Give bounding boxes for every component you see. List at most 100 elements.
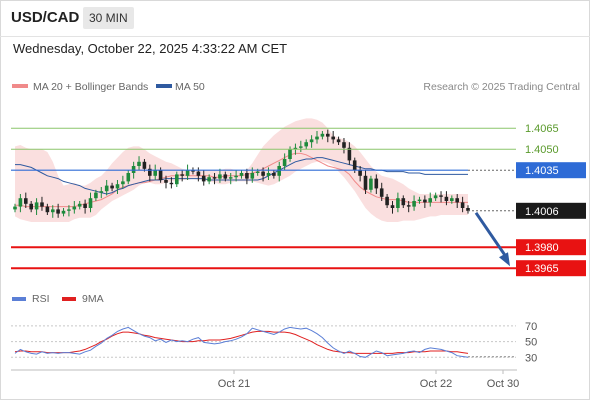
candle-body xyxy=(272,173,276,176)
candle-body xyxy=(315,136,319,140)
support-label: 1.3980 xyxy=(525,242,559,254)
candle xyxy=(428,192,432,207)
candle xyxy=(320,131,325,140)
candle-body xyxy=(83,203,87,208)
candle xyxy=(115,180,120,194)
symbol-title: USD/CAD xyxy=(11,9,80,26)
candle-body xyxy=(347,147,352,161)
bollinger-band xyxy=(15,118,468,222)
candle-body xyxy=(67,209,71,211)
candle-body xyxy=(201,175,206,182)
candle xyxy=(326,129,330,143)
candle xyxy=(444,191,449,206)
candle-body xyxy=(293,147,298,150)
candle-body xyxy=(126,173,131,182)
candle xyxy=(412,195,416,211)
candle xyxy=(358,166,362,182)
candle-body xyxy=(401,198,406,206)
ma20-legend-swatch xyxy=(12,84,28,88)
candle xyxy=(121,175,125,189)
candle-body xyxy=(369,178,373,190)
forecast-arrowhead xyxy=(499,252,510,267)
rsi-tick-label: 50 xyxy=(525,337,537,349)
price-levels: 1.4065 1.4050 1.4035 1.4006 1.3980 1.3965 xyxy=(11,123,586,277)
candle-body xyxy=(261,171,265,176)
last-price-tag xyxy=(516,202,586,219)
candle xyxy=(439,191,443,203)
candle-body xyxy=(444,196,449,201)
candle xyxy=(406,201,411,213)
candle-body xyxy=(455,198,459,203)
rsi-ma9-line xyxy=(14,330,469,354)
candle xyxy=(379,182,384,201)
candle-body xyxy=(51,209,55,213)
candle xyxy=(191,167,195,175)
candle-body xyxy=(299,146,303,148)
candle-body xyxy=(207,177,211,182)
candle xyxy=(385,194,389,208)
candle-body xyxy=(34,202,39,210)
support-tag xyxy=(516,260,586,277)
candle-body xyxy=(255,171,260,173)
candle xyxy=(390,201,395,214)
candle-body xyxy=(245,173,249,179)
candle-body xyxy=(277,166,281,176)
candle xyxy=(342,138,346,154)
candle xyxy=(24,192,28,208)
price-layer xyxy=(13,118,470,222)
x-tick-label: Oct 22 xyxy=(420,378,452,390)
candle-body xyxy=(185,170,190,176)
candle-body xyxy=(131,166,136,173)
candle xyxy=(460,196,465,213)
candle xyxy=(223,171,228,182)
candle-body xyxy=(153,170,157,176)
candle xyxy=(363,170,368,194)
candle xyxy=(77,201,82,210)
candle-body xyxy=(142,161,147,169)
candle-body xyxy=(121,181,125,185)
candle-body xyxy=(158,170,163,180)
ma20-legend-label: MA 20 + Bollinger Bands xyxy=(33,81,148,93)
candle xyxy=(126,170,131,185)
candle xyxy=(272,170,276,179)
timeframe-badge[interactable]: 30 MIN xyxy=(83,7,134,29)
candle-body xyxy=(417,199,422,201)
candle-body xyxy=(379,188,384,197)
candle-body xyxy=(363,175,368,190)
rsi-line xyxy=(14,326,469,358)
candle-body xyxy=(45,206,50,213)
candle xyxy=(245,168,249,185)
candle xyxy=(94,189,98,201)
candle-body xyxy=(412,201,416,207)
candle xyxy=(396,192,400,213)
candle xyxy=(67,205,71,217)
candle-body xyxy=(18,198,23,207)
candle xyxy=(185,164,190,180)
candle xyxy=(218,168,222,183)
candle xyxy=(374,174,379,194)
candle xyxy=(207,174,211,185)
candle-body xyxy=(304,142,308,147)
ma9-legend-label: 9MA xyxy=(82,293,104,305)
candle-body xyxy=(423,199,427,203)
candle-body xyxy=(88,198,93,208)
candle-body xyxy=(460,202,465,208)
candle xyxy=(212,173,217,185)
candle-body xyxy=(433,195,438,199)
candle-body xyxy=(374,178,379,189)
candle xyxy=(153,164,157,180)
candle xyxy=(148,164,152,182)
candle xyxy=(369,175,373,193)
candle xyxy=(13,203,17,213)
candle-body xyxy=(320,133,325,137)
candle xyxy=(137,156,141,171)
candle xyxy=(61,208,66,217)
candle-body xyxy=(282,159,287,166)
candle xyxy=(304,139,308,150)
candle-body xyxy=(218,174,222,179)
candle xyxy=(29,201,33,213)
candle-body xyxy=(288,149,292,159)
x-axis: Oct 21 Oct 22 Oct 30 xyxy=(218,370,519,390)
candle-body xyxy=(175,174,179,185)
